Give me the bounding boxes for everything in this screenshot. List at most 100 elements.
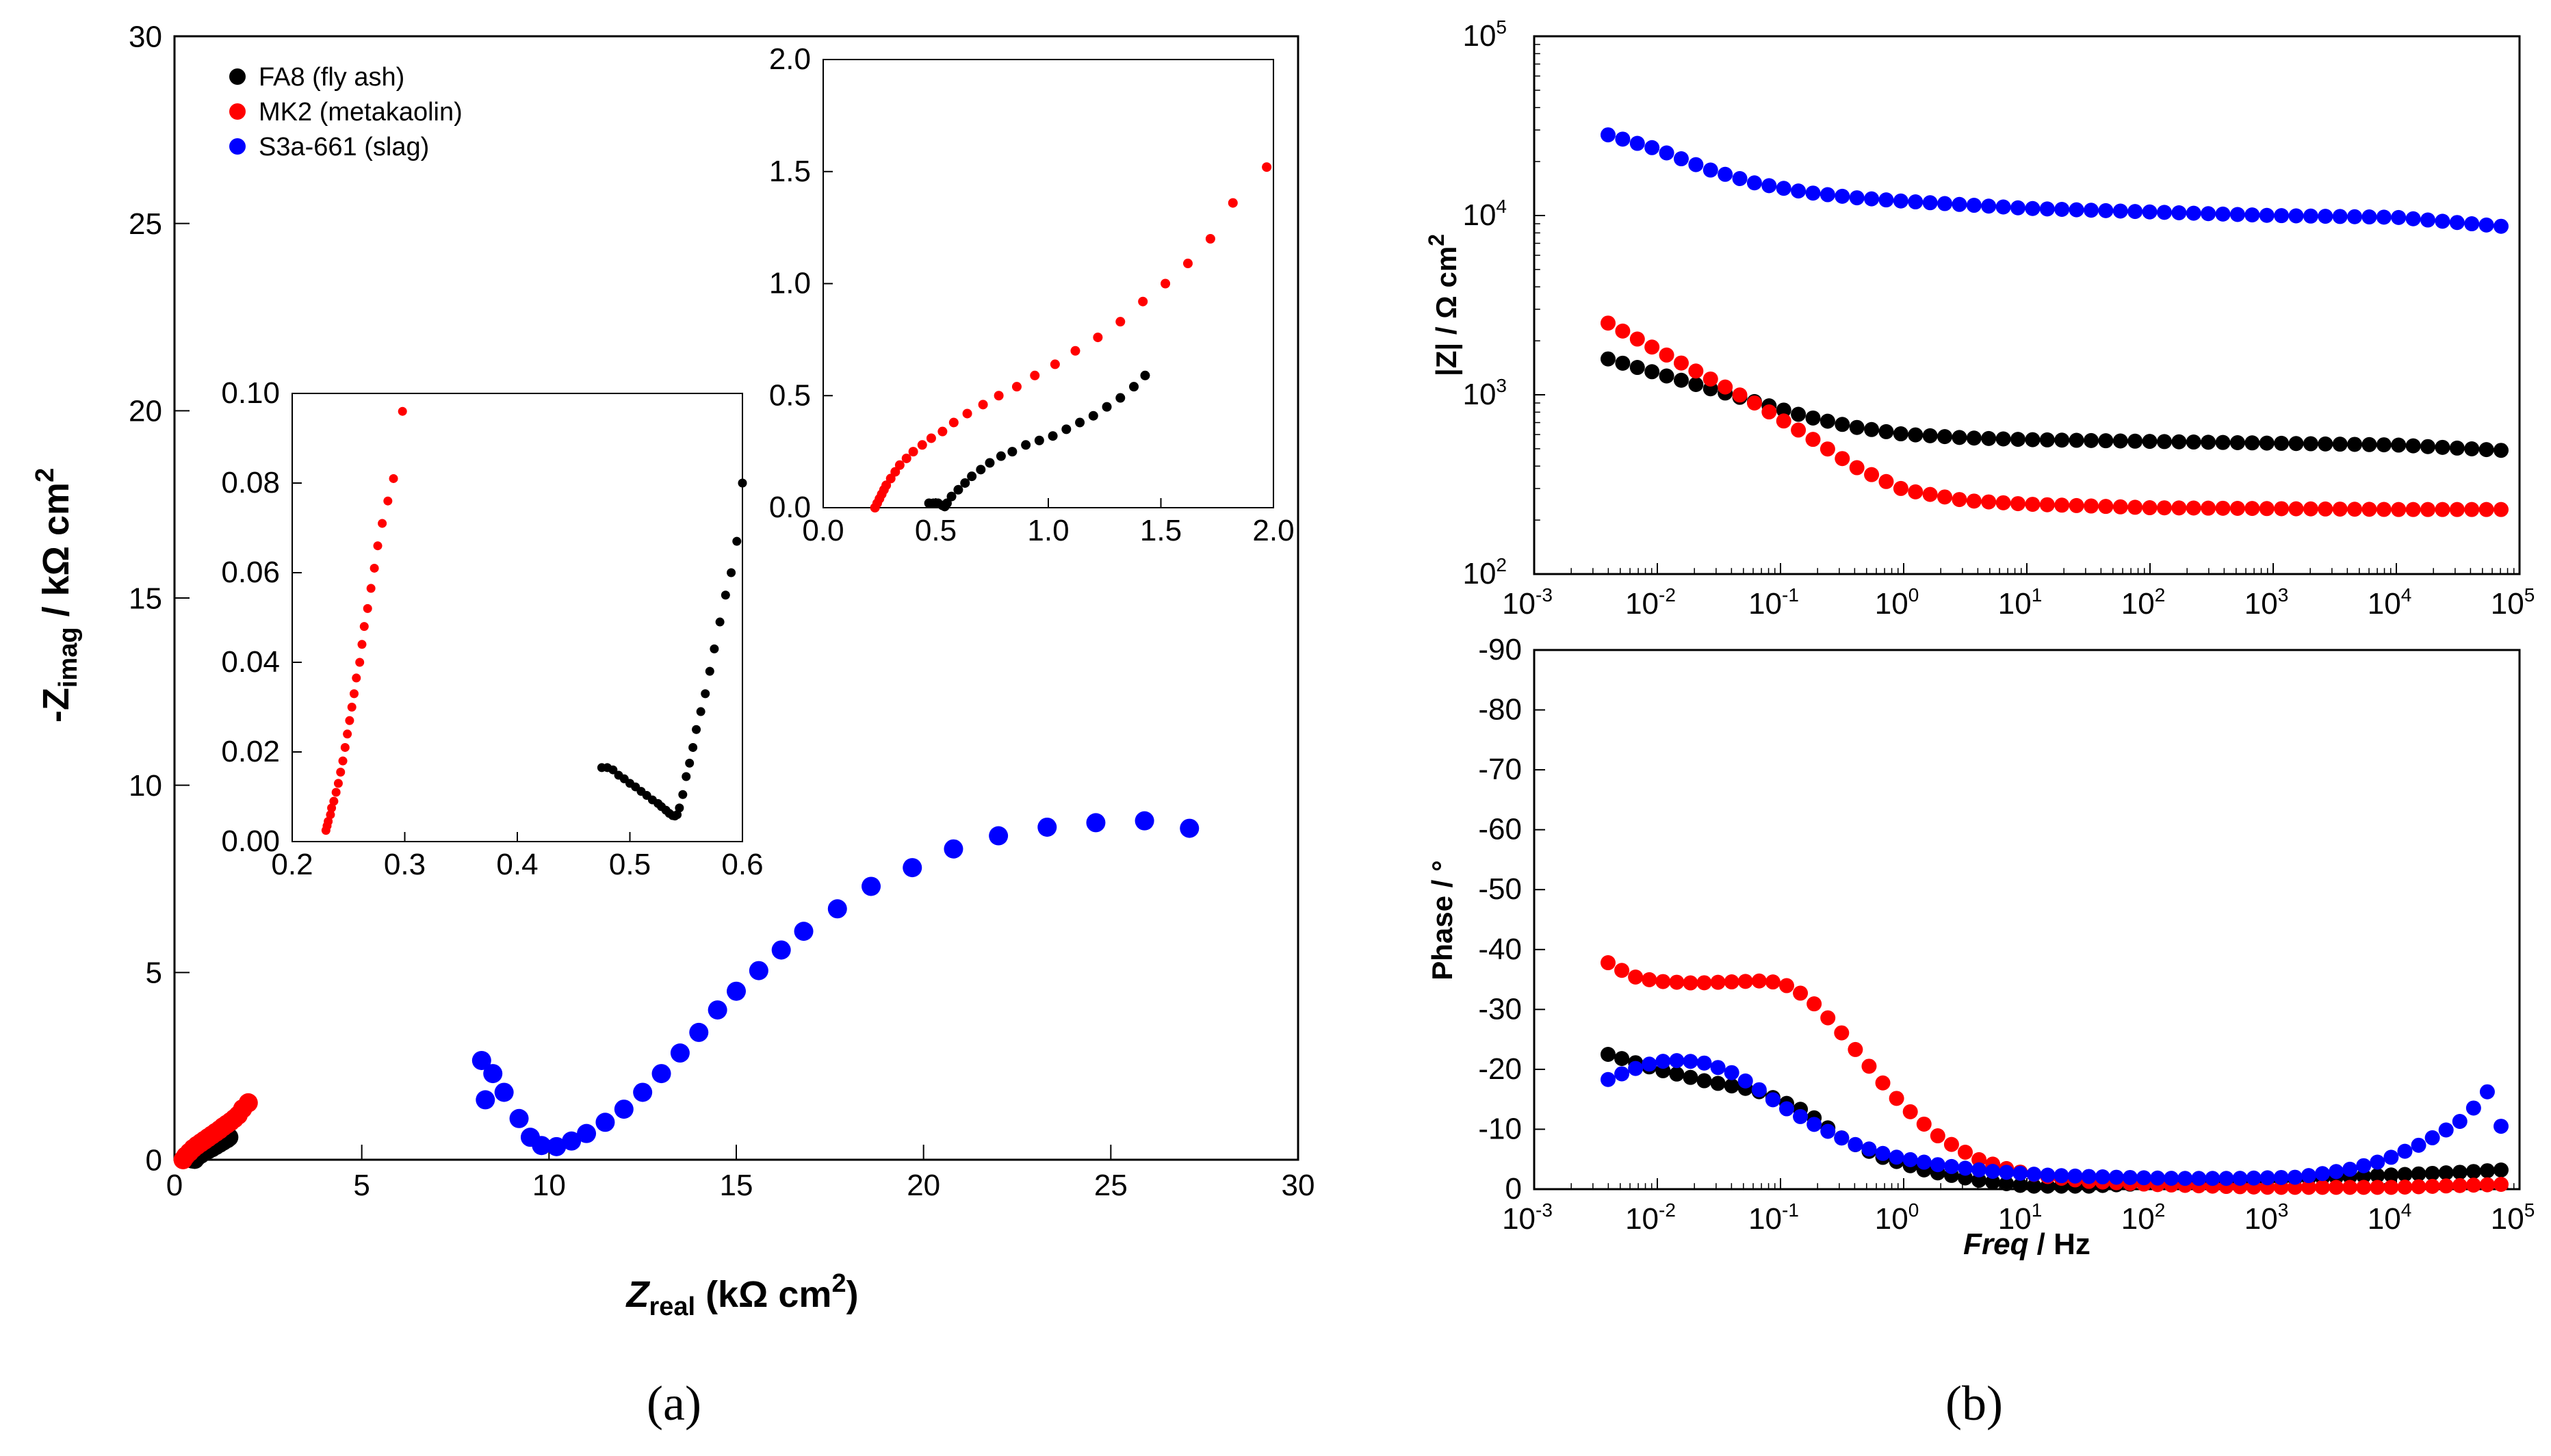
data-point-slag bbox=[2452, 1113, 2468, 1129]
data-point-fa8 bbox=[2356, 1168, 2372, 1184]
data-point-mk2 bbox=[1724, 974, 1739, 990]
data-point-slag bbox=[2205, 1171, 2220, 1186]
data-point-fa8 bbox=[673, 810, 682, 820]
data-point-mk2 bbox=[1908, 484, 1924, 499]
data-point-mk2 bbox=[2435, 502, 2450, 517]
x-tick-label: 10-2 bbox=[1625, 1199, 1676, 1236]
data-point-mk2 bbox=[1228, 198, 1238, 208]
data-point-fa8 bbox=[685, 758, 695, 768]
data-point-slag bbox=[1861, 1141, 1877, 1157]
data-point-fa8 bbox=[2039, 432, 2055, 447]
data-point-fa8 bbox=[2186, 434, 2201, 450]
data-point-mk2 bbox=[1138, 296, 1148, 307]
data-point-fa8 bbox=[1007, 447, 1018, 457]
data-point-slag bbox=[749, 961, 768, 980]
data-point-slag bbox=[1644, 140, 1660, 155]
data-point-fa8 bbox=[1629, 360, 1645, 376]
data-point-mk2 bbox=[2356, 1180, 2372, 1195]
data-point-fa8 bbox=[2083, 432, 2099, 448]
data-point-fa8 bbox=[1075, 417, 1085, 428]
data-point-fa8 bbox=[2010, 432, 2026, 447]
data-point-slag bbox=[2274, 208, 2290, 224]
data-point-mk2 bbox=[1943, 1136, 1959, 1152]
data-point-slag bbox=[1732, 171, 1748, 187]
y-tick-label: 0.5 bbox=[769, 378, 811, 412]
data-point-fa8 bbox=[1683, 1069, 1698, 1085]
data-point-mk2 bbox=[2465, 1178, 2481, 1193]
data-point-slag bbox=[2164, 1171, 2179, 1186]
x-tick-label: 105 bbox=[2491, 584, 2535, 621]
data-point-slag bbox=[1952, 196, 1967, 212]
x-tick-label: 2.0 bbox=[1252, 514, 1294, 547]
data-point-fa8 bbox=[1835, 417, 1850, 432]
data-point-slag bbox=[1902, 1152, 1918, 1167]
data-point-mk2 bbox=[2054, 497, 2070, 513]
x-tick-label: 0.6 bbox=[721, 848, 763, 881]
data-point-fa8 bbox=[1102, 402, 1112, 412]
data-point-slag bbox=[2069, 202, 2084, 218]
x-tick-label: 100 bbox=[1875, 1199, 1919, 1236]
data-point-slag bbox=[2215, 206, 2231, 222]
data-point-mk2 bbox=[2315, 1180, 2330, 1195]
data-point-fa8 bbox=[2244, 435, 2260, 451]
data-point-slag bbox=[827, 899, 847, 919]
data-point-mk2 bbox=[2411, 1179, 2426, 1195]
data-point-slag bbox=[2112, 203, 2128, 219]
data-point-slag bbox=[2303, 208, 2318, 224]
bode-magnitude-frame bbox=[1533, 35, 2521, 575]
caption-b: (b) bbox=[1945, 1376, 2003, 1431]
data-point-fa8 bbox=[996, 451, 1006, 461]
data-point-mk2 bbox=[1793, 985, 1809, 1001]
data-point-slag bbox=[2095, 1169, 2110, 1185]
data-point-slag bbox=[1889, 1149, 1904, 1165]
x-tick-label: 10-3 bbox=[1502, 584, 1553, 621]
data-point-mk2 bbox=[2171, 500, 2187, 516]
legend: FA8 (fly ash) MK2 (metakaolin) S3a-661 (… bbox=[229, 63, 463, 161]
data-point-mk2 bbox=[2259, 501, 2275, 517]
data-point-fa8 bbox=[2411, 1166, 2426, 1182]
nyquist-points bbox=[173, 811, 1200, 1169]
data-point-mk2 bbox=[1710, 974, 1726, 990]
data-point-slag bbox=[1615, 131, 1631, 147]
data-point-fa8 bbox=[1710, 1076, 1726, 1091]
y-tick-label: -90 bbox=[1478, 633, 1522, 666]
data-point-slag bbox=[2067, 1168, 2083, 1184]
bode-magnitude-ticks: 10-3 10-2 10-1 100 101 102 103 104 105 102 103 104 1… bbox=[1462, 16, 2535, 621]
nyquist-ticks: 0 5 10 15 20 25 30 0 5 10 15 20 25 30 bbox=[129, 20, 1315, 1202]
data-point-mk2 bbox=[2069, 497, 2084, 513]
x-tick-label: 102 bbox=[2121, 1199, 2166, 1236]
data-point-slag bbox=[708, 1000, 727, 1020]
x-tick-label: 102 bbox=[2121, 584, 2166, 621]
data-point-mk2 bbox=[336, 767, 346, 777]
data-point-mk2 bbox=[1011, 382, 1022, 392]
x-tick-label: 104 bbox=[2368, 1199, 2412, 1236]
data-point-slag bbox=[2370, 1154, 2385, 1170]
data-point-slag bbox=[1655, 1054, 1671, 1069]
data-point-slag bbox=[2122, 1169, 2138, 1185]
data-point-slag bbox=[1922, 195, 1938, 211]
bode-magnitude-y-axis-label: |Z| / Ω cm2 bbox=[1424, 234, 1463, 376]
data-point-slag bbox=[1135, 811, 1154, 831]
data-point-fa8 bbox=[2435, 439, 2450, 455]
data-point-fa8 bbox=[1061, 424, 1072, 434]
legend-label-fa8: FA8 (fly ash) bbox=[259, 63, 404, 92]
data-point-fa8 bbox=[1995, 431, 2011, 447]
nyquist-panel: 0 5 10 15 20 25 30 0 5 10 15 20 25 30 FA8 (fly ash) M… bbox=[31, 20, 1315, 1431]
data-point-slag bbox=[1642, 1056, 1657, 1072]
data-point-fa8 bbox=[2438, 1165, 2454, 1181]
data-point-mk2 bbox=[1922, 486, 1938, 502]
data-point-slag bbox=[2411, 1137, 2426, 1153]
x-tick-label: 15 bbox=[720, 1169, 753, 1202]
y-tick-label: -60 bbox=[1478, 813, 1522, 846]
data-point-mk2 bbox=[2391, 502, 2407, 517]
data-point-fa8 bbox=[2288, 436, 2304, 452]
data-point-mk2 bbox=[937, 426, 948, 437]
y-tick-label: -80 bbox=[1478, 693, 1522, 727]
data-point-mk2 bbox=[1937, 489, 1953, 505]
x-tick-label: 105 bbox=[2491, 1199, 2535, 1236]
data-point-slag bbox=[1943, 1158, 1959, 1174]
data-point-slag bbox=[1761, 178, 1777, 194]
data-point-fa8 bbox=[2303, 436, 2318, 452]
data-point-mk2 bbox=[2405, 502, 2421, 517]
